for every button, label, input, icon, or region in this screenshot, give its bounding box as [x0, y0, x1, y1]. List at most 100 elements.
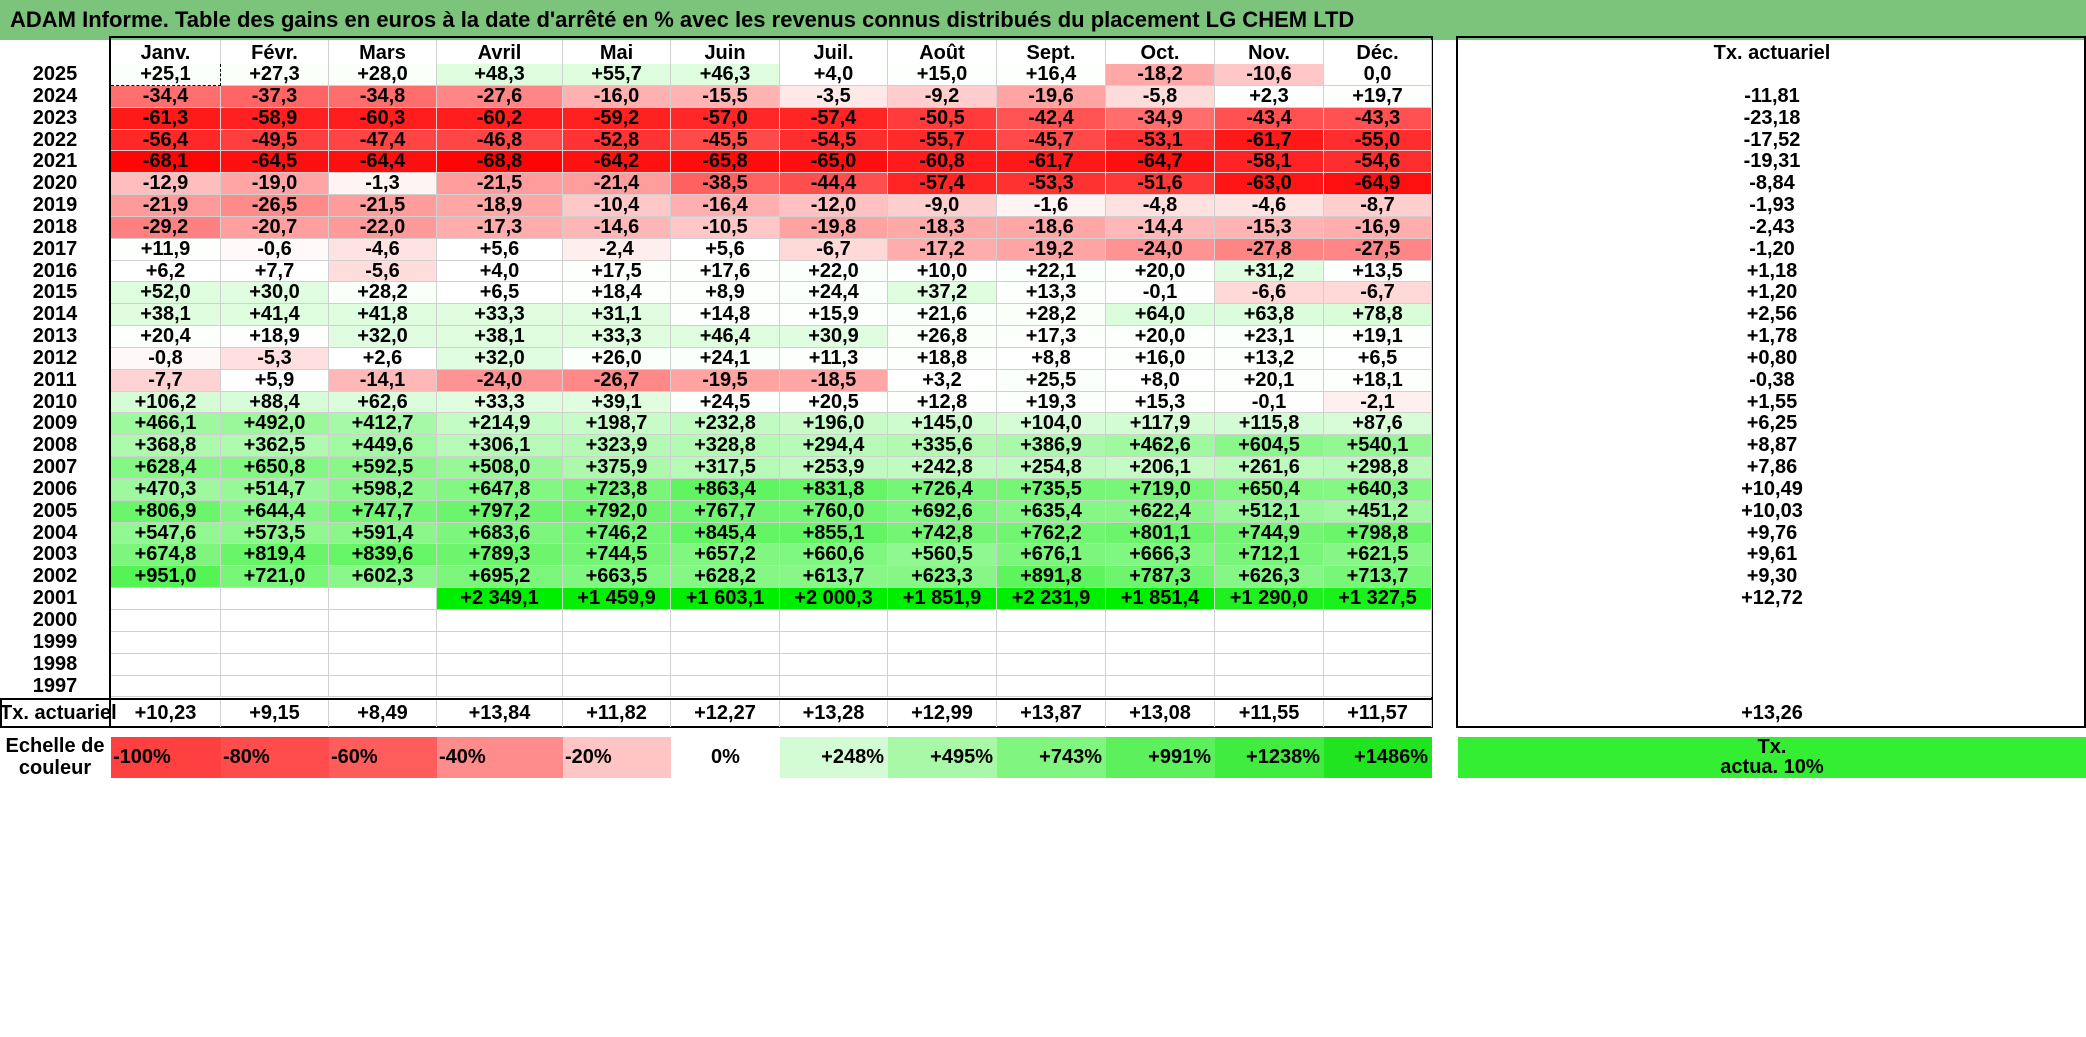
table-cell: -6,7	[1324, 282, 1432, 305]
table-cell: -20,7	[221, 216, 329, 239]
table-cell: +20,0	[1106, 325, 1215, 348]
rate-cell: -1,93	[1749, 194, 1795, 217]
rate-cell: +9,30	[1746, 565, 1798, 588]
table-cell: +38,1	[111, 303, 221, 327]
scale-label-line1: Echelle de	[5, 735, 105, 757]
table-cell: +2 349,1	[437, 587, 563, 610]
table-cell	[1215, 653, 1324, 676]
table-cell: -4,6	[329, 238, 437, 261]
table-cell	[888, 653, 997, 676]
table-cell	[780, 631, 888, 654]
table-cell	[1324, 610, 1432, 632]
year-label: 2018	[32, 215, 78, 238]
year-label: 1997	[32, 674, 78, 697]
table-cell	[221, 631, 329, 654]
table-cell: +839,6	[329, 544, 437, 567]
table-cell: +106,2	[111, 391, 221, 414]
table-cell: -47,4	[329, 129, 437, 152]
year-label: 2000	[32, 609, 78, 631]
table-cell: -19,5	[671, 369, 780, 392]
table-cell: -19,8	[780, 216, 888, 239]
table-cell: -12,0	[780, 194, 888, 217]
year-label: 2009	[32, 412, 78, 435]
table-cell: +650,8	[221, 456, 329, 479]
table-cell: -61,7	[997, 151, 1106, 174]
table-cell: +1 459,9	[563, 587, 671, 610]
table-cell: +41,8	[329, 303, 437, 327]
table-cell: +232,8	[671, 413, 780, 436]
table-cell: -17,3	[437, 216, 563, 239]
table-cell: -64,9	[1324, 172, 1432, 196]
table-cell: +22,1	[997, 260, 1106, 283]
table-cell: +6,2	[111, 260, 221, 283]
report-title: ADAM Informe. Table des gains en euros à…	[0, 0, 2086, 40]
table-cell: +640,3	[1324, 478, 1432, 501]
table-cell: -64,7	[1106, 151, 1215, 174]
rate-cell: -2,43	[1749, 215, 1795, 238]
table-cell: -4,6	[1215, 194, 1324, 217]
table-cell: +23,1	[1215, 325, 1324, 348]
table-cell: -21,9	[111, 194, 221, 217]
table-cell: +3,2	[888, 369, 997, 392]
year-label: 2004	[32, 521, 78, 544]
table-cell: -57,0	[671, 107, 780, 130]
table-cell: -19,2	[997, 238, 1106, 261]
table-cell: -5,3	[221, 347, 329, 370]
month-header-9: Sept.	[997, 40, 1106, 66]
table-cell: +746,2	[563, 522, 671, 545]
year-label: 1999	[32, 630, 78, 653]
table-cell: -27,6	[437, 85, 563, 108]
footer-cell: +12,27	[671, 700, 780, 727]
table-cell: -61,3	[111, 107, 221, 130]
table-cell: +449,6	[329, 434, 437, 458]
year-label: 2020	[32, 172, 78, 195]
table-cell: +762,2	[997, 522, 1106, 545]
rate-cell: -19,31	[1743, 150, 1801, 173]
table-cell: -12,9	[111, 172, 221, 196]
table-cell	[563, 675, 671, 698]
table-cell: -0,8	[111, 347, 221, 370]
table-cell: +451,2	[1324, 500, 1432, 523]
table-cell: +115,8	[1215, 413, 1324, 436]
scale-swatch: -20%	[563, 737, 671, 778]
table-cell: +628,2	[671, 565, 780, 589]
table-cell: +470,3	[111, 478, 221, 501]
footer-cell: +11,55	[1215, 700, 1324, 727]
year-label: 2015	[32, 281, 78, 304]
table-cell: +806,9	[111, 500, 221, 523]
footer-cell: +13,87	[997, 700, 1106, 727]
table-cell: -14,1	[329, 369, 437, 392]
table-cell: +855,1	[780, 522, 888, 545]
table-cell: +254,8	[997, 456, 1106, 479]
table-cell: +298,8	[1324, 456, 1432, 479]
table-cell: +8,9	[671, 282, 780, 305]
table-cell: +742,8	[888, 522, 997, 545]
table-cell: +647,8	[437, 478, 563, 501]
table-cell: +512,1	[1215, 500, 1324, 523]
table-cell: +560,5	[888, 544, 997, 567]
table-cell: -16,9	[1324, 216, 1432, 239]
table-cell: +735,5	[997, 478, 1106, 501]
table-cell: -9,0	[888, 194, 997, 217]
year-label: 1998	[32, 652, 78, 675]
table-cell: +7,7	[221, 260, 329, 283]
table-cell	[780, 653, 888, 676]
table-cell: +831,8	[780, 478, 888, 501]
table-cell: -0,1	[1106, 282, 1215, 305]
table-cell: +2 231,9	[997, 587, 1106, 610]
table-cell	[111, 653, 221, 676]
table-cell: -18,5	[780, 369, 888, 392]
table-cell: +375,9	[563, 456, 671, 479]
table-cell: +78,8	[1324, 303, 1432, 327]
table-cell: -61,7	[1215, 129, 1324, 152]
table-cell: +613,7	[780, 565, 888, 589]
table-cell: -17,2	[888, 238, 997, 261]
table-cell: +46,4	[671, 325, 780, 348]
footer-cell: +13,08	[1106, 700, 1215, 727]
table-cell	[1324, 653, 1432, 676]
table-cell	[563, 610, 671, 632]
table-cell: -59,2	[563, 107, 671, 130]
scale-label-line2: couleur	[18, 757, 92, 779]
rate-cell: +1,55	[1746, 390, 1798, 413]
table-cell	[1215, 631, 1324, 654]
